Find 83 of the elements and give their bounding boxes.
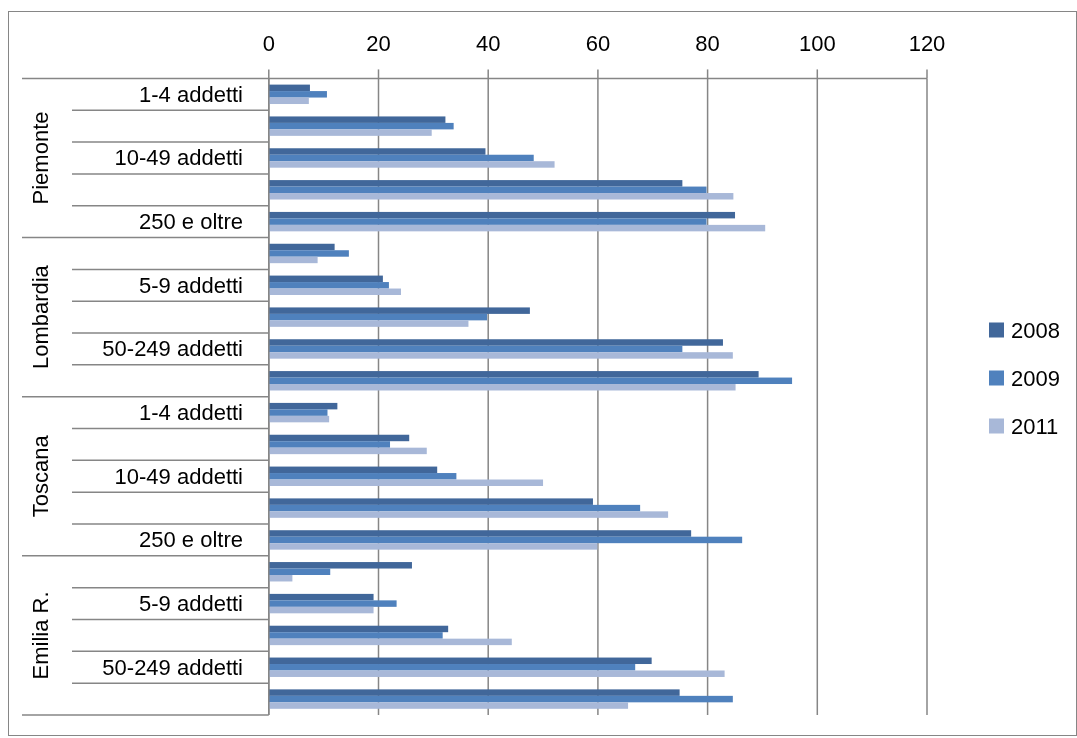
bar xyxy=(268,441,391,448)
x-tick-label: 60 xyxy=(585,30,611,56)
bar xyxy=(268,504,641,512)
y-tick-label: 50-249 addetti xyxy=(102,336,243,362)
bar xyxy=(268,415,330,423)
bar xyxy=(268,593,374,601)
bar xyxy=(268,670,725,677)
bar xyxy=(268,129,432,136)
bar xyxy=(268,218,707,225)
bar xyxy=(268,562,412,569)
bar xyxy=(268,91,327,98)
bar xyxy=(268,186,707,194)
bar xyxy=(268,530,692,537)
bar xyxy=(268,275,383,283)
bar xyxy=(268,320,469,327)
bar xyxy=(268,402,338,410)
legend-label: 2008 xyxy=(1011,317,1060,343)
bar xyxy=(268,250,349,257)
legend-label: 2009 xyxy=(1011,365,1060,391)
x-tick-label: 80 xyxy=(695,30,720,56)
bar xyxy=(268,211,736,219)
bar xyxy=(268,473,457,480)
bar xyxy=(268,568,331,575)
y-tick-label: 250 e oltre xyxy=(139,527,243,553)
bar xyxy=(268,689,680,696)
bar xyxy=(268,352,733,359)
bar xyxy=(268,180,683,187)
bar xyxy=(268,600,397,607)
bar xyxy=(268,116,446,123)
bar xyxy=(268,256,318,264)
bar xyxy=(268,384,736,391)
bar xyxy=(268,282,389,289)
bar xyxy=(268,371,759,378)
bar xyxy=(268,377,793,385)
y-tick-label: 50-249 addetti xyxy=(102,654,243,680)
bar xyxy=(268,148,486,155)
x-tick-label: 20 xyxy=(366,30,391,56)
bar xyxy=(268,702,629,709)
bar xyxy=(268,122,454,130)
y-tick-label: 5-9 addetti xyxy=(139,272,243,298)
bar xyxy=(268,447,427,455)
x-tick-label: 40 xyxy=(475,30,501,56)
y-tick-label: 1-4 addetti xyxy=(139,81,243,107)
bar xyxy=(268,84,310,92)
bar xyxy=(268,434,410,442)
bar xyxy=(268,511,669,518)
bar xyxy=(268,657,652,665)
bar xyxy=(268,536,743,544)
text: Emilia R. xyxy=(27,591,53,680)
legend-label: 2011 xyxy=(1011,413,1059,439)
y-tick-label: 10-49 addetti xyxy=(114,463,243,489)
bar xyxy=(268,543,598,550)
text: Toscana xyxy=(27,434,53,518)
bar xyxy=(268,307,530,314)
bar xyxy=(268,161,555,168)
text: Piemonte xyxy=(27,111,53,205)
y-tick-label: 10-49 addetti xyxy=(114,145,243,171)
bar xyxy=(268,339,723,346)
bar xyxy=(268,638,512,646)
bar xyxy=(268,243,335,251)
y-tick-label: 5-9 addetti xyxy=(139,591,243,617)
bar xyxy=(268,625,449,633)
y-tick-label: 1-4 addetti xyxy=(139,400,243,426)
bar xyxy=(268,695,733,703)
y-tick-label: 250 e oltre xyxy=(139,209,243,235)
bar xyxy=(268,409,328,416)
bar xyxy=(268,224,766,232)
text: Lombardia xyxy=(27,264,53,370)
bar xyxy=(268,479,544,486)
x-tick-label: 0 xyxy=(262,30,275,56)
bar xyxy=(268,466,438,474)
bar xyxy=(268,632,443,639)
bar xyxy=(268,288,401,295)
bar xyxy=(268,606,374,614)
bar xyxy=(268,193,734,200)
bar xyxy=(268,498,593,505)
x-tick-label: 100 xyxy=(798,30,836,56)
bar xyxy=(268,345,683,353)
x-tick-label: 120 xyxy=(908,30,946,56)
bar xyxy=(268,664,636,671)
bar xyxy=(268,154,534,162)
bar xyxy=(268,97,309,105)
bar xyxy=(268,313,488,321)
